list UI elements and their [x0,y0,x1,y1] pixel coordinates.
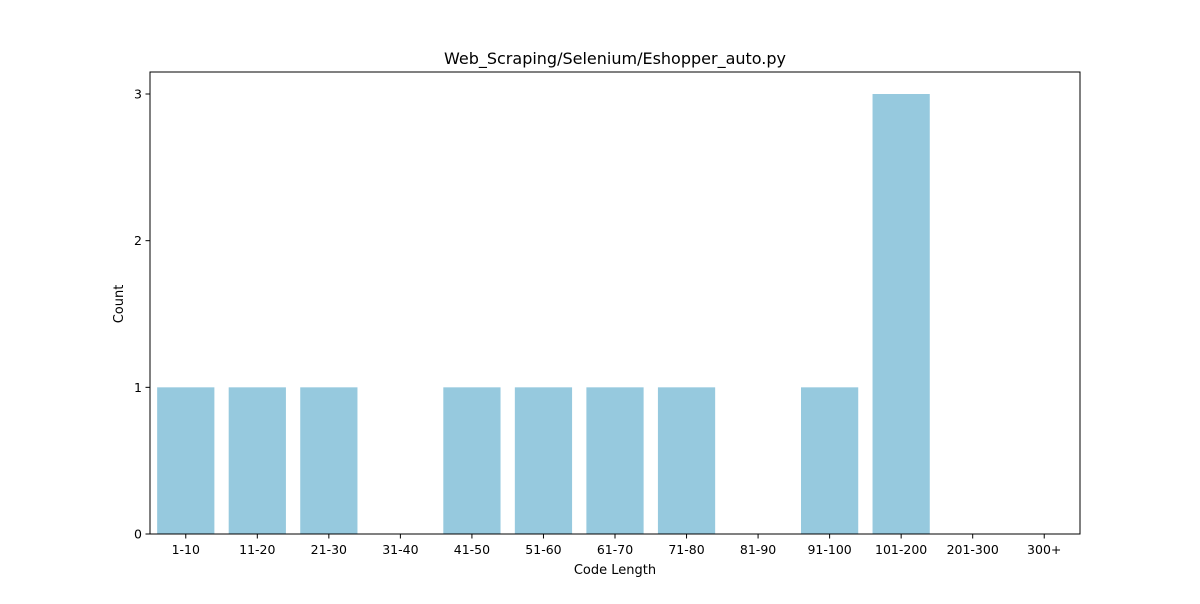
chart-title: Web_Scraping/Selenium/Eshopper_auto.py [444,49,786,69]
y-tick-label: 0 [134,527,142,542]
bar-1-10 [157,387,215,534]
bar-41-50 [443,387,501,534]
bar-51-60 [514,387,573,534]
y-axis-ticks: 0 1 2 3 [134,87,150,542]
x-tick-label: 31-40 [382,542,418,557]
y-tick-label: 1 [134,380,142,395]
bar-21-30 [300,387,358,534]
bars-group [157,94,930,534]
y-axis-label: Count [112,285,127,324]
x-tick-label: 101-200 [875,542,927,557]
x-tick-label: 11-20 [239,542,275,557]
bar-11-20 [228,387,286,534]
x-axis-label: Code Length [574,563,656,578]
bar-101-200 [872,94,930,534]
x-axis-ticks: 1-10 11-20 21-30 31-40 41-50 51-60 61-70 71-80 8… [172,534,1061,557]
x-tick-label: 51-60 [525,542,561,557]
x-tick-label: 300+ [1027,542,1061,557]
x-tick-label: 201-300 [947,542,999,557]
bar-91-100 [801,387,859,534]
y-tick-label: 3 [134,87,142,102]
plot-frame [149,71,1081,535]
x-tick-label: 41-50 [454,542,490,557]
y-tick-label: 2 [134,233,142,248]
x-tick-label: 81-90 [740,542,776,557]
bar-71-80 [657,387,716,534]
x-tick-label: 91-100 [807,542,851,557]
x-tick-label: 1-10 [172,542,200,557]
x-tick-label: 21-30 [311,542,347,557]
bar-61-70 [586,387,644,534]
x-tick-label: 61-70 [597,542,633,557]
x-tick-label: 71-80 [668,542,704,557]
